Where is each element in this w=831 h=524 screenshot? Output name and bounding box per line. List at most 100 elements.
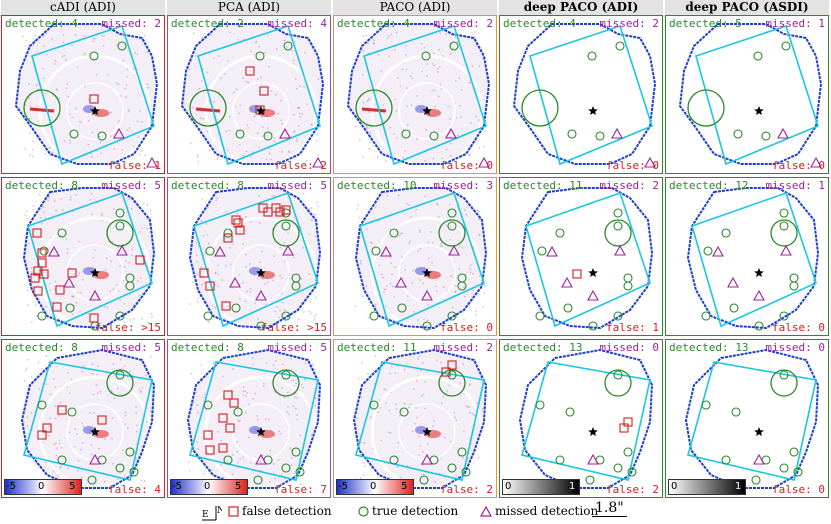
noise-pixel	[92, 393, 95, 396]
noise-pixel	[270, 429, 272, 432]
residual-lobe	[83, 267, 95, 275]
noise-pixel	[410, 104, 413, 106]
noise-pixel	[395, 31, 398, 34]
noise-pixel	[129, 198, 131, 201]
noise-pixel	[289, 447, 292, 449]
noise-pixel	[465, 405, 468, 407]
noise-pixel	[249, 291, 252, 293]
noise-pixel	[146, 204, 148, 206]
circle-icon	[429, 131, 439, 141]
noise-pixel	[60, 197, 63, 200]
noise-pixel	[362, 295, 364, 298]
star-icon	[256, 427, 266, 436]
panel-r2-c5: detected: 12 missed: 1 false: 0	[665, 177, 829, 336]
noise-pixel	[26, 425, 29, 428]
noise-pixel	[196, 279, 199, 281]
noise-pixel	[404, 269, 406, 271]
noise-pixel	[382, 104, 385, 106]
noise-pixel	[316, 201, 318, 204]
noise-pixel	[299, 434, 302, 437]
noise-pixel	[143, 202, 145, 205]
noise-pixel	[245, 253, 247, 256]
noise-pixel	[200, 266, 203, 268]
noise-pixel	[357, 377, 360, 380]
noise-pixel	[450, 275, 452, 277]
noise-pixel	[456, 367, 458, 369]
noise-pixel	[238, 283, 241, 285]
noise-pixel	[150, 313, 153, 315]
noise-pixel	[422, 473, 425, 476]
column-header-4: deep PACO (ADI)	[499, 0, 663, 15]
noise-pixel	[37, 105, 40, 108]
noise-pixel	[300, 226, 302, 229]
star-icon	[588, 106, 598, 115]
noise-pixel	[122, 60, 124, 62]
noise-pixel	[217, 285, 220, 288]
noise-pixel	[191, 281, 194, 283]
false-count: false: 0	[772, 159, 825, 172]
noise-pixel	[226, 149, 229, 151]
noise-pixel	[229, 247, 231, 249]
noise-pixel	[449, 124, 451, 126]
circle-icon	[419, 475, 429, 485]
circle-icon	[422, 321, 432, 331]
noise-pixel	[420, 42, 423, 45]
noise-pixel	[299, 85, 301, 87]
noise-pixel	[292, 405, 295, 407]
noise-pixel	[257, 318, 259, 320]
noise-pixel	[274, 477, 276, 480]
noise-pixel	[431, 262, 433, 264]
noise-pixel	[32, 140, 34, 143]
scale-bar: 1.8"	[592, 500, 627, 517]
noise-pixel	[266, 34, 269, 36]
noise-pixel	[90, 444, 93, 446]
colorbar-tick: -5	[172, 481, 182, 492]
noise-pixel	[196, 404, 199, 406]
noise-pixel	[242, 390, 244, 393]
noise-pixel	[244, 215, 247, 218]
noise-pixel	[394, 372, 396, 374]
panel-r3-c2: detected: 8 missed: 5 false: 7 -5 0 5	[167, 339, 331, 498]
noise-pixel	[77, 470, 79, 472]
noise-pixel	[56, 475, 59, 477]
compass: N E	[200, 504, 222, 524]
detection-map	[186, 348, 322, 489]
noise-pixel	[278, 430, 280, 432]
noise-pixel	[372, 447, 374, 450]
noise-pixel	[472, 289, 474, 291]
noise-pixel	[141, 445, 144, 448]
noise-pixel	[408, 204, 410, 206]
noise-pixel	[396, 465, 399, 468]
noise-pixel	[408, 406, 410, 409]
noise-pixel	[452, 306, 454, 309]
noise-pixel	[62, 34, 65, 36]
noise-pixel	[416, 138, 418, 141]
missed-count: missed: 5	[267, 179, 327, 192]
noise-pixel	[310, 434, 313, 436]
noise-pixel	[399, 85, 402, 87]
noise-pixel	[308, 207, 310, 210]
noise-pixel	[151, 315, 153, 318]
noise-pixel	[227, 59, 230, 62]
noise-pixel	[268, 65, 270, 68]
noise-pixel	[410, 216, 412, 218]
noise-pixel	[415, 208, 418, 211]
detection-map	[684, 348, 820, 489]
noise-pixel	[425, 129, 428, 131]
noise-pixel	[196, 154, 199, 156]
triangle-icon	[63, 276, 75, 288]
noise-pixel	[67, 95, 70, 98]
noise-pixel	[273, 140, 275, 143]
noise-pixel	[273, 137, 276, 139]
noise-pixel	[206, 451, 208, 453]
noise-pixel	[123, 266, 126, 268]
noise-pixel	[60, 446, 63, 449]
column-header-2: PCA (ADI)	[167, 0, 331, 15]
noise-pixel	[133, 145, 135, 148]
noise-pixel	[89, 199, 92, 201]
noise-pixel	[255, 41, 257, 44]
noise-pixel	[454, 416, 456, 419]
detected-count: detected: 11	[337, 341, 417, 354]
noise-pixel	[479, 275, 481, 278]
noise-pixel	[316, 134, 319, 136]
